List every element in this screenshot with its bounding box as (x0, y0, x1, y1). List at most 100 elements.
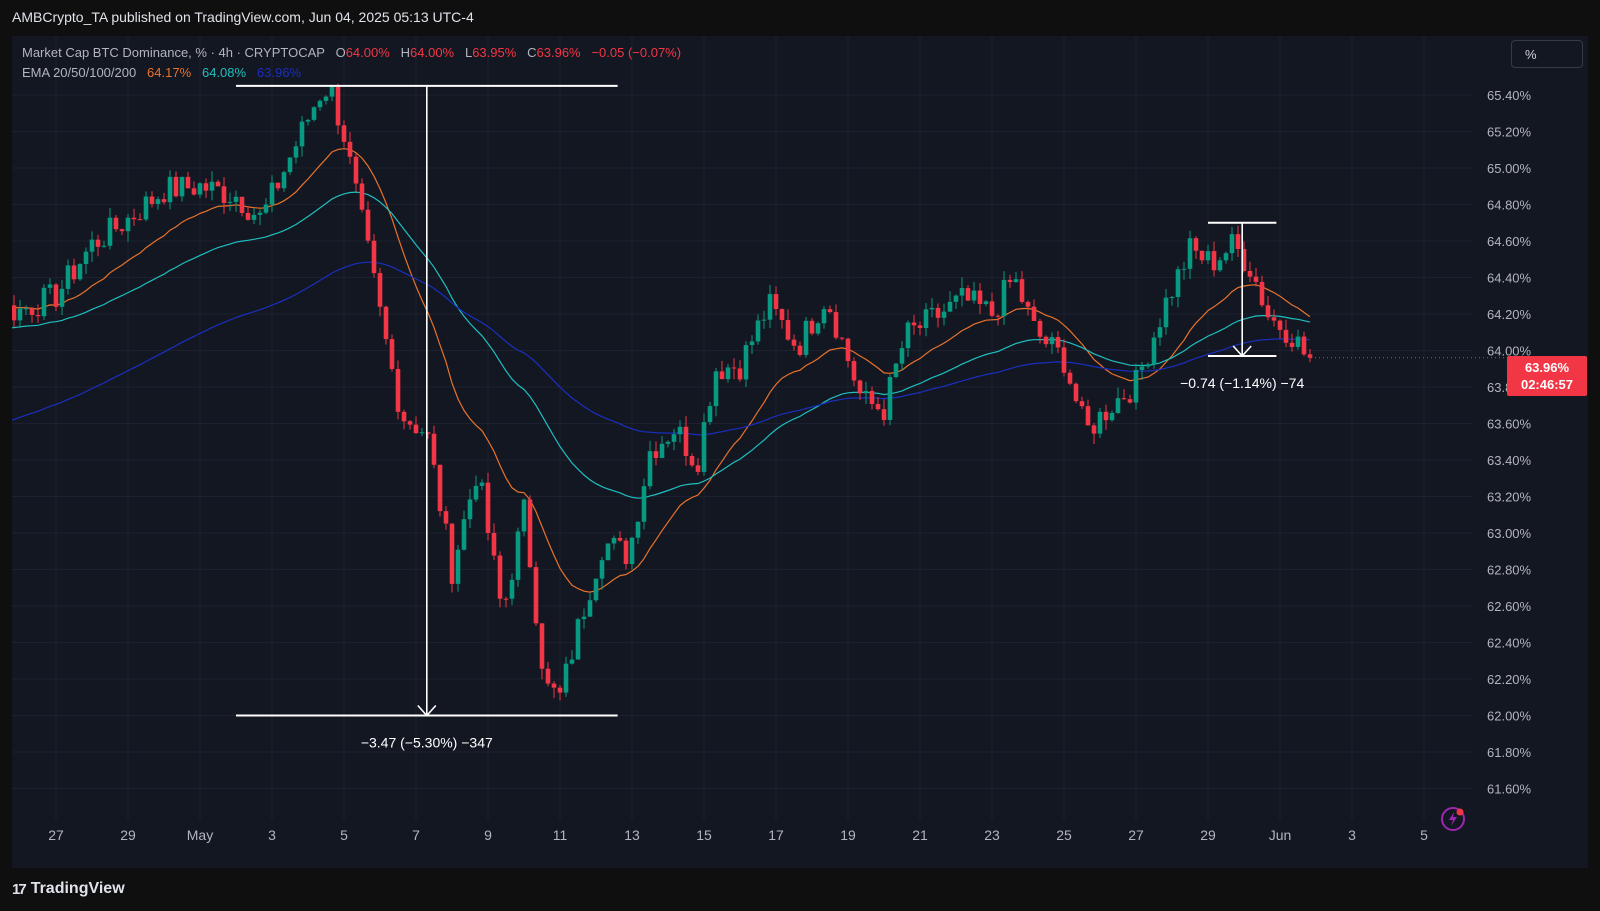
y-tick-label: 61.60% (1487, 782, 1532, 797)
x-tick-label: 23 (984, 827, 1000, 843)
candle-body (41, 287, 47, 317)
candle-body (281, 172, 287, 189)
candle-body (35, 314, 41, 317)
x-tick-label: May (187, 827, 213, 843)
candlesticks (12, 83, 1507, 701)
candle-body (1007, 279, 1013, 282)
candle (1043, 335, 1049, 348)
y-tick-label: 65.20% (1487, 125, 1532, 140)
candle-body (467, 499, 473, 520)
candle-body (203, 183, 209, 191)
candle-body (881, 409, 887, 420)
top-bar: AMBCrypto_TA published on TradingView.co… (0, 0, 1600, 36)
candle (575, 617, 581, 660)
candle-body (1199, 250, 1205, 261)
legend-symbol[interactable]: Market Cap BTC Dominance, % · 4h · CRYPT… (22, 45, 325, 60)
last-price-value: 63.96% (1524, 360, 1570, 375)
x-tick-label: 11 (553, 827, 568, 843)
candle-body (1121, 398, 1127, 400)
candle-body (683, 426, 689, 457)
candle (371, 233, 377, 278)
candle-body (575, 619, 581, 660)
candle-body (1145, 364, 1151, 367)
candle (1073, 382, 1079, 404)
legend-ema-label[interactable]: EMA 20/50/100/200 (22, 65, 137, 80)
candle (731, 358, 737, 380)
candle (317, 99, 323, 111)
candle (1067, 369, 1073, 386)
candle (1283, 319, 1289, 348)
candle-body (89, 239, 95, 252)
candle-body (443, 511, 449, 524)
candle-body (503, 598, 509, 600)
candle-body (869, 390, 875, 405)
flash-alert-icon[interactable] (1440, 806, 1466, 832)
chart-panel[interactable] (12, 36, 1588, 868)
candle-body (1091, 425, 1097, 434)
candle-body (107, 217, 113, 246)
candle-body (131, 217, 137, 220)
candle-body (527, 499, 533, 568)
candle (167, 170, 173, 210)
candle-body (743, 345, 749, 380)
candle-body (257, 212, 263, 215)
candle-body (653, 451, 659, 458)
x-tick-label: 29 (1200, 827, 1216, 843)
candle (1289, 333, 1295, 352)
candle-body (761, 319, 767, 321)
candle (785, 309, 791, 341)
candle (275, 182, 281, 191)
candle-body (725, 367, 731, 380)
candle (125, 213, 131, 242)
candle-body (227, 201, 233, 203)
candle (683, 416, 689, 466)
candle-body (557, 687, 563, 693)
candle (845, 337, 851, 368)
candle (437, 464, 443, 517)
candle (251, 207, 257, 224)
candle (245, 206, 251, 221)
candle (1145, 362, 1151, 369)
candle-body (71, 265, 77, 280)
candle (1295, 329, 1301, 350)
percent-scale-button[interactable]: % (1511, 40, 1583, 68)
candle (839, 336, 845, 341)
candle (569, 650, 575, 665)
candle (419, 427, 425, 437)
measure-tool: −0.74 (−1.14%) −74 (1180, 221, 1304, 391)
candle (323, 95, 329, 105)
candle (695, 457, 701, 476)
candle-body (287, 157, 293, 173)
candle-body (275, 182, 281, 189)
candle (395, 360, 401, 420)
candle (1013, 271, 1019, 284)
candle-body (233, 196, 239, 202)
candle (803, 316, 809, 358)
candle-body (485, 482, 491, 533)
x-tick-label: 3 (1348, 827, 1356, 843)
candle-body (47, 284, 53, 288)
candle (425, 432, 431, 439)
candle (1169, 295, 1175, 306)
brand-name: TradingView (30, 880, 125, 897)
candle (149, 191, 155, 208)
candle-body (1115, 398, 1121, 413)
candle-body (965, 288, 971, 301)
y-tick-label: 64.40% (1487, 271, 1532, 286)
candle-body (215, 181, 221, 187)
candle (491, 523, 497, 561)
candle (1127, 394, 1133, 404)
candle-body (293, 146, 299, 158)
candle (83, 247, 89, 275)
candle-body (989, 301, 995, 316)
candle-body (695, 465, 701, 472)
candle (1097, 407, 1103, 439)
candle-body (191, 188, 197, 195)
candle (503, 596, 509, 608)
candle-body (437, 464, 443, 512)
tradingview-brand[interactable]: 17 TradingView (12, 880, 125, 898)
candle (521, 498, 527, 537)
price-chart[interactable]: −3.47 (−5.30%) −347 −0.74 (−1.14%) −74 65… (12, 36, 1588, 868)
candle (95, 234, 101, 257)
candle (1019, 271, 1025, 304)
